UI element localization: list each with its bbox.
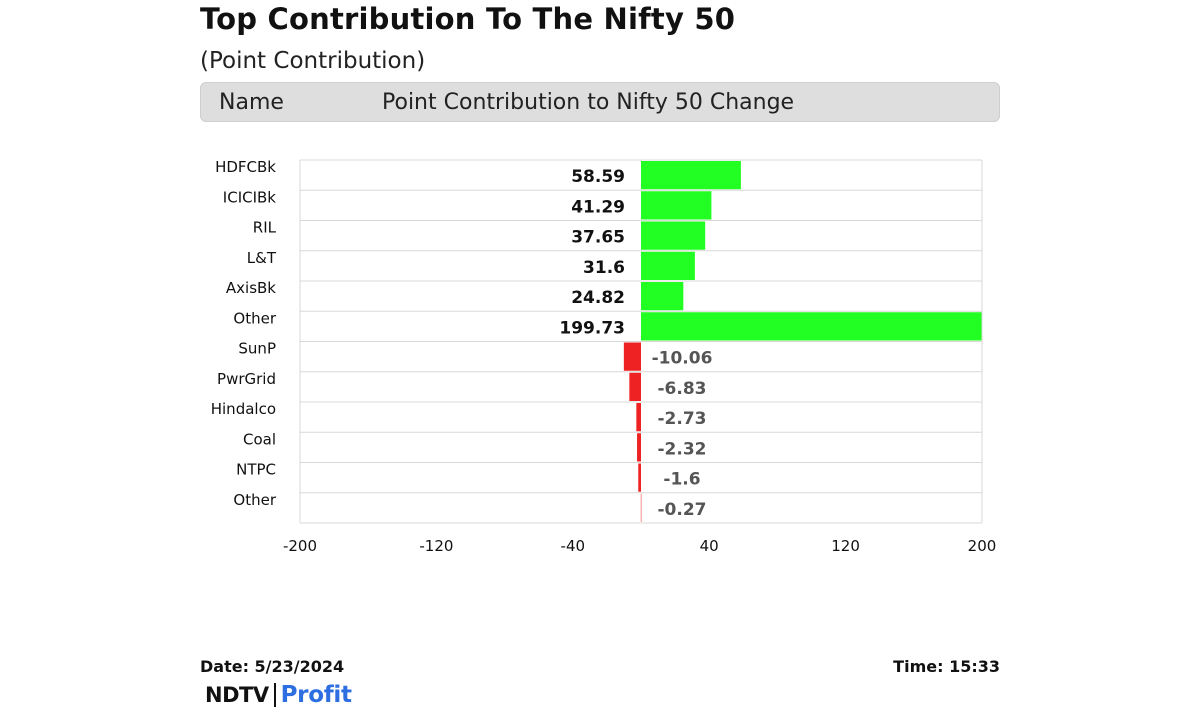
value-label: -6.83 [658,379,707,399]
category-label: Hindalco [211,400,276,418]
x-tick-label: 120 [831,537,860,555]
bar [641,251,695,280]
category-label: Coal [243,430,276,448]
column-header-bar: Name Point Contribution to Nifty 50 Chan… [200,82,1000,122]
value-label: 24.82 [571,288,625,308]
category-label: HDFCBk [215,158,276,176]
value-label: 31.6 [583,258,625,278]
logo-ndtv-text: NDTV [205,683,269,707]
category-label: Other [233,491,276,509]
value-label: -10.06 [652,349,713,369]
category-label: Other [233,309,276,327]
x-tick-label: -40 [561,537,586,555]
bar-chart: HDFCBk 58.59 ICICIBk 41.29 RIL 37.65 L&T 31.6 Ax… [211,158,997,555]
x-tick-label: -200 [283,537,317,555]
bar [641,191,712,220]
category-label: AxisBk [226,279,276,297]
category-label: SunP [238,340,276,358]
value-label: -2.73 [658,409,707,429]
value-label: 58.59 [571,167,625,187]
category-label: L&T [247,249,277,267]
header-name-label: Name [219,90,284,115]
bar [640,493,643,522]
bar [641,221,706,250]
bar [636,403,641,432]
header-value-label: Point Contribution to Nifty 50 Change [382,90,795,115]
chart-subtitle: (Point Contribution) [200,48,426,74]
category-label: RIL [253,219,277,237]
logo-profit-text: Profit [280,682,352,708]
value-label: 41.29 [571,197,625,217]
bar [641,312,982,341]
value-label: 199.73 [559,318,625,338]
x-tick-label: -120 [419,537,453,555]
value-label: -1.6 [663,470,700,490]
x-tick-label: 40 [700,537,719,555]
bar [641,161,741,190]
chart-title: Top Contribution To The Nifty 50 [200,2,736,36]
bar [629,372,641,401]
category-label: NTPC [236,461,276,479]
logo-separator [273,683,276,707]
category-label: ICICIBk [223,188,277,206]
bar [623,342,641,371]
ndtv-profit-logo: NDTV Profit [205,680,352,710]
bar [638,463,641,492]
value-label: -2.32 [658,439,707,459]
footer-date: Date: 5/23/2024 [200,657,345,676]
bar [641,282,684,311]
value-label: 37.65 [571,228,625,248]
value-label: -0.27 [658,500,707,520]
category-label: PwrGrid [217,370,276,388]
footer-time: Time: 15:33 [893,657,1000,676]
x-tick-label: 200 [968,537,997,555]
bar [637,433,641,462]
